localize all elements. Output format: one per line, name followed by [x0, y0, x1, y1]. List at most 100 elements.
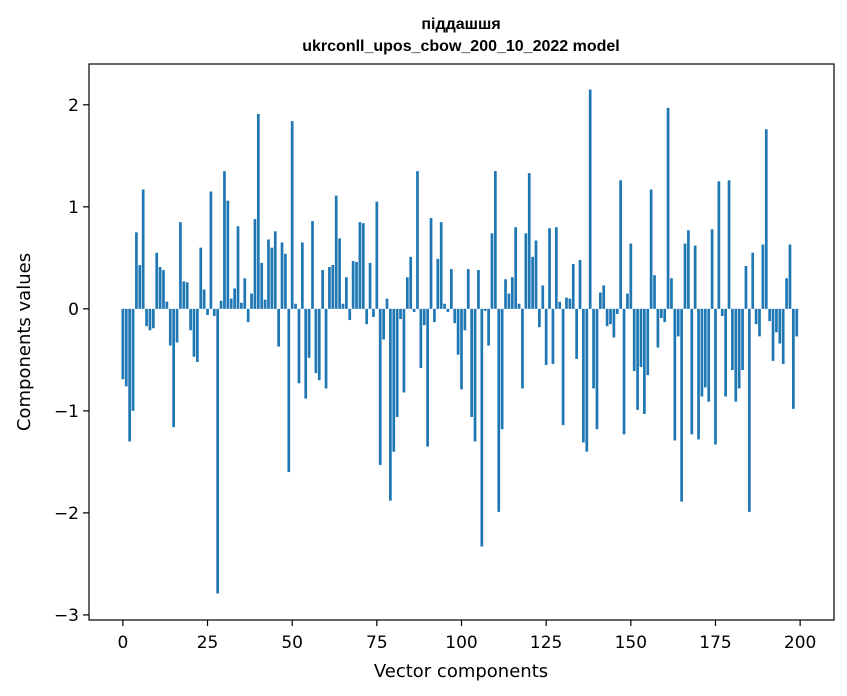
bar [460, 308, 463, 390]
bar [747, 308, 751, 512]
bar [165, 301, 169, 309]
bar [487, 308, 490, 346]
bar [582, 308, 585, 443]
x-tick-label: 50 [281, 633, 303, 653]
bar [578, 259, 582, 309]
y-axis-label: Components values [14, 253, 35, 431]
bar [558, 301, 562, 309]
bar [761, 244, 765, 309]
bar [490, 233, 494, 309]
bar [703, 308, 707, 388]
bar [687, 230, 690, 309]
bar [202, 289, 206, 309]
bar [138, 264, 142, 309]
bar [507, 293, 511, 309]
bar [182, 281, 186, 309]
bar [189, 308, 192, 331]
x-tick-label: 25 [197, 633, 219, 653]
bar [307, 308, 311, 358]
bar [358, 222, 362, 309]
bar [439, 222, 443, 309]
bar [338, 238, 341, 309]
x-axis-ticks: 0 25 50 75 100 125 150 175 200 [117, 620, 816, 653]
bar [179, 222, 182, 309]
bar [212, 308, 216, 316]
bar [768, 308, 772, 322]
bar [565, 297, 568, 309]
bar [571, 263, 575, 309]
bar [399, 308, 402, 320]
bar [294, 303, 297, 309]
bar [436, 258, 440, 309]
x-tick-label: 175 [699, 633, 731, 653]
bar [402, 308, 406, 393]
bar [449, 269, 453, 309]
bar [426, 308, 429, 447]
bar [192, 308, 196, 357]
bar [785, 278, 788, 309]
y-tick-label: 2 [68, 96, 79, 116]
bar [758, 308, 761, 337]
bar [216, 308, 220, 594]
bar [243, 278, 247, 309]
bar [659, 308, 663, 319]
bar [524, 233, 528, 309]
bar [480, 308, 484, 547]
x-tick-label: 75 [366, 633, 388, 653]
bar [395, 308, 399, 417]
bar [517, 303, 521, 309]
bar [372, 308, 375, 317]
bar [690, 308, 694, 435]
bar [673, 308, 677, 441]
bar [720, 308, 724, 316]
bar [463, 308, 467, 331]
bar [155, 252, 159, 309]
bar [229, 298, 233, 309]
x-tick-label: 0 [117, 633, 128, 653]
bar [754, 308, 758, 325]
bar [734, 308, 738, 402]
bar [290, 121, 294, 309]
bar [287, 308, 291, 473]
bar [622, 308, 626, 435]
x-tick-label: 150 [615, 633, 647, 653]
bar [297, 308, 301, 384]
bar [693, 245, 697, 309]
bar [317, 308, 321, 381]
bar [378, 308, 382, 465]
bar [629, 243, 633, 309]
bar [676, 308, 680, 337]
bar [199, 247, 203, 309]
bar [124, 308, 128, 387]
bar [145, 308, 148, 327]
y-tick-label: −2 [54, 504, 79, 524]
bar [433, 308, 436, 323]
bar [500, 308, 504, 430]
bar [148, 308, 152, 331]
bar [639, 308, 643, 367]
bar [253, 219, 257, 309]
bar [260, 262, 264, 309]
bar [609, 308, 612, 325]
chart-title: піддашшя [421, 16, 500, 33]
bar [128, 308, 131, 442]
bar [270, 247, 274, 309]
bar [700, 308, 704, 397]
bar [534, 240, 538, 309]
bar [538, 308, 541, 328]
bars-group [121, 89, 799, 594]
bar [551, 308, 555, 364]
bar [263, 299, 267, 309]
bar [314, 308, 318, 374]
bar [788, 244, 792, 309]
bar [636, 308, 639, 410]
bar [717, 181, 721, 309]
bar [304, 308, 308, 399]
bar [345, 277, 348, 309]
bar [141, 189, 145, 309]
chart-subtitle: ukrconll_upos_cbow_200_10_2022 model [302, 38, 619, 55]
bar [405, 277, 409, 309]
bar [521, 308, 524, 389]
bar [707, 308, 711, 402]
bar [348, 308, 352, 321]
